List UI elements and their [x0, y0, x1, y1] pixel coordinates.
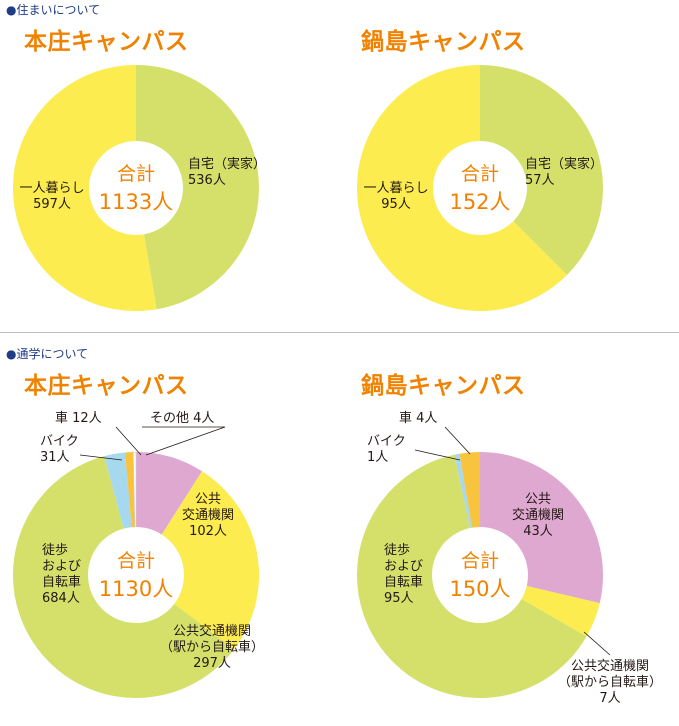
slice-label: 31人	[40, 450, 70, 465]
donut-hole	[433, 141, 527, 235]
chart-title-honjo-commute: 本庄キャンパス	[24, 373, 189, 399]
slice-label: 43人	[523, 524, 553, 539]
slice-label: 公共交通機関	[571, 658, 649, 674]
pie-slice	[136, 471, 259, 650]
section-label-commute: ●通学について	[6, 345, 88, 362]
slice-label: 57人	[525, 173, 555, 188]
slice-label: 自宅（実家）	[525, 156, 603, 172]
slice-label: 一人暮らし	[363, 181, 428, 196]
slice-label: 102人	[189, 524, 227, 539]
slice-label: バイク	[40, 434, 79, 449]
leader-line	[444, 426, 471, 455]
slice-label: および	[384, 559, 423, 574]
slice-label: 自転車	[384, 575, 423, 590]
bullet-icon: ●	[6, 3, 17, 17]
slice-label: 536人	[188, 173, 226, 188]
chart-title-nabeshima-commute: 鍋島キャンパス	[361, 373, 526, 399]
section-label-text: 通学について	[16, 347, 89, 361]
total-label: 合計	[461, 550, 499, 572]
slice-label: （駅から自転車）	[160, 640, 264, 655]
slice-label: 徒歩	[384, 543, 410, 558]
slice-label: および	[42, 559, 81, 574]
slice-label: 車 4人	[399, 411, 437, 426]
slice-label: 自宅（実家）	[188, 156, 266, 172]
pie-slice	[12, 65, 157, 311]
section-divider	[0, 332, 679, 333]
donut-hole	[432, 527, 528, 623]
slice-label: 95人	[384, 591, 414, 606]
bullet-icon: ●	[6, 347, 17, 361]
section-label-text: 住まいについて	[16, 3, 101, 17]
leader-line	[414, 449, 461, 461]
total-label: 合計	[117, 550, 155, 572]
slice-label: 徒歩	[42, 543, 68, 558]
total-value: 152人	[449, 190, 510, 214]
total-value: 1133人	[99, 190, 173, 214]
slice-label: 7人	[599, 691, 620, 706]
slice-label: 1人	[367, 450, 388, 465]
slice-label: （駅から自転車）	[558, 675, 662, 690]
donut-hole	[89, 141, 183, 235]
section-label-housing: ●住まいについて	[6, 1, 100, 18]
donut-hole	[88, 527, 184, 623]
total-label: 合計	[461, 163, 499, 185]
total-value: 150人	[449, 577, 510, 601]
slice-label: 交通機関	[182, 507, 234, 523]
leader-line	[142, 426, 226, 456]
chart-title-honjo-housing: 本庄キャンパス	[24, 29, 189, 55]
slice-label: 597人	[33, 197, 71, 212]
leader-line	[115, 426, 142, 456]
slice-label: 95人	[381, 197, 411, 212]
total-label: 合計	[117, 163, 155, 185]
slice-label: 公共	[195, 492, 221, 507]
pie-slice	[136, 65, 259, 310]
slice-label: 自転車	[42, 575, 81, 590]
leader-line	[583, 631, 611, 656]
slice-label: 684人	[42, 591, 80, 606]
total-value: 1130人	[99, 577, 173, 601]
slice-label: バイク	[367, 434, 406, 449]
leader-line	[79, 454, 123, 461]
slice-label: 公共交通機関	[173, 623, 251, 639]
slice-label: 車 12人	[55, 411, 102, 426]
slice-label: 297人	[193, 656, 231, 671]
slice-label: 一人暮らし	[19, 181, 84, 196]
chart-title-nabeshima-housing: 鍋島キャンパス	[361, 29, 526, 55]
slice-label: その他 4人	[150, 411, 214, 426]
slice-label: 公共	[525, 492, 551, 507]
slice-label: 交通機関	[512, 507, 564, 523]
pie-slice	[480, 65, 603, 275]
